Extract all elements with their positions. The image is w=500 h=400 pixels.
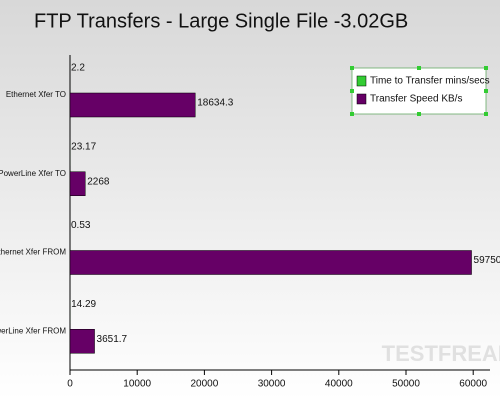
bar [69, 171, 86, 196]
value-label: 0.53 [71, 220, 91, 231]
x-tick-label: 0 [67, 379, 73, 390]
legend-handle [350, 66, 354, 70]
legend-handle [484, 89, 488, 93]
y-tick-label: PowerLine Xfer TO [0, 169, 66, 178]
legend-handle [350, 89, 354, 93]
x-tick-label: 20000 [190, 379, 218, 390]
y-tick-label: PowerLine Xfer FROM [0, 326, 66, 335]
value-label: 18634.3 [197, 98, 234, 109]
value-label: 3651.7 [97, 334, 128, 345]
value-label: 2.2 [71, 63, 85, 74]
value-label: 2268 [87, 176, 110, 187]
chart-title: FTP Transfers - Large Single File -3.02G… [34, 10, 408, 32]
bar [69, 329, 95, 354]
x-tick-label: 60000 [459, 379, 487, 390]
value-label: 14.29 [71, 299, 96, 310]
legend-handle [350, 112, 354, 116]
bar [69, 92, 196, 118]
legend-handle [484, 66, 488, 70]
legend-handle [484, 112, 488, 116]
legend-box [351, 67, 487, 115]
value-label: 59750.9 [474, 255, 500, 266]
x-tick-label: 40000 [325, 379, 353, 390]
watermark: TESTFREAKS [382, 341, 500, 366]
legend-handle [417, 112, 421, 116]
x-tick-label: 10000 [123, 379, 151, 390]
x-tick-label: 30000 [258, 379, 286, 390]
y-tick-label: Ethernet Xfer FROM [0, 248, 66, 257]
bar [69, 250, 472, 275]
y-tick-label: Ethernet Xfer TO [6, 90, 66, 99]
legend-swatch [356, 93, 367, 105]
legend-label: Transfer Speed KB/s [370, 94, 462, 105]
legend-label: Time to Transfer mins/secs [370, 76, 490, 87]
legend-swatch [356, 75, 367, 87]
x-tick-label: 50000 [392, 379, 420, 390]
legend-handle [417, 66, 421, 70]
value-label: 23.17 [71, 141, 96, 152]
